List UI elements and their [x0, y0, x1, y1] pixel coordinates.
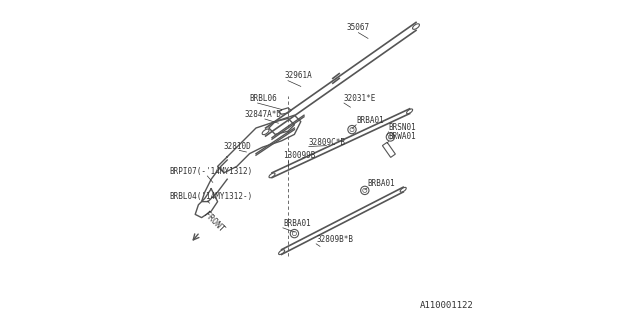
Text: BRBL04('14MY1312-): BRBL04('14MY1312-) [170, 192, 253, 201]
Text: 32809B*B: 32809B*B [317, 235, 354, 244]
Text: 32809C*B: 32809C*B [309, 138, 346, 147]
Text: BRPI07(-'14MY1312): BRPI07(-'14MY1312) [170, 167, 253, 176]
Text: 32810D: 32810D [224, 142, 252, 151]
Text: 35067: 35067 [346, 23, 369, 32]
Text: FRONT: FRONT [202, 210, 226, 234]
Text: BRBA01: BRBA01 [367, 179, 395, 188]
Text: A110001122: A110001122 [420, 301, 474, 310]
Text: 130099B: 130099B [283, 151, 316, 160]
Text: BRWA01: BRWA01 [388, 132, 417, 141]
Text: 32961A: 32961A [285, 71, 312, 80]
Bar [383, 142, 396, 157]
Text: BRBL06: BRBL06 [250, 94, 277, 103]
Text: 32031*E: 32031*E [344, 94, 376, 103]
Text: BRBA01: BRBA01 [357, 116, 385, 124]
Text: 32847A*D: 32847A*D [245, 110, 282, 119]
Text: BRSN01: BRSN01 [388, 123, 417, 132]
Text: BRBA01: BRBA01 [283, 219, 311, 228]
